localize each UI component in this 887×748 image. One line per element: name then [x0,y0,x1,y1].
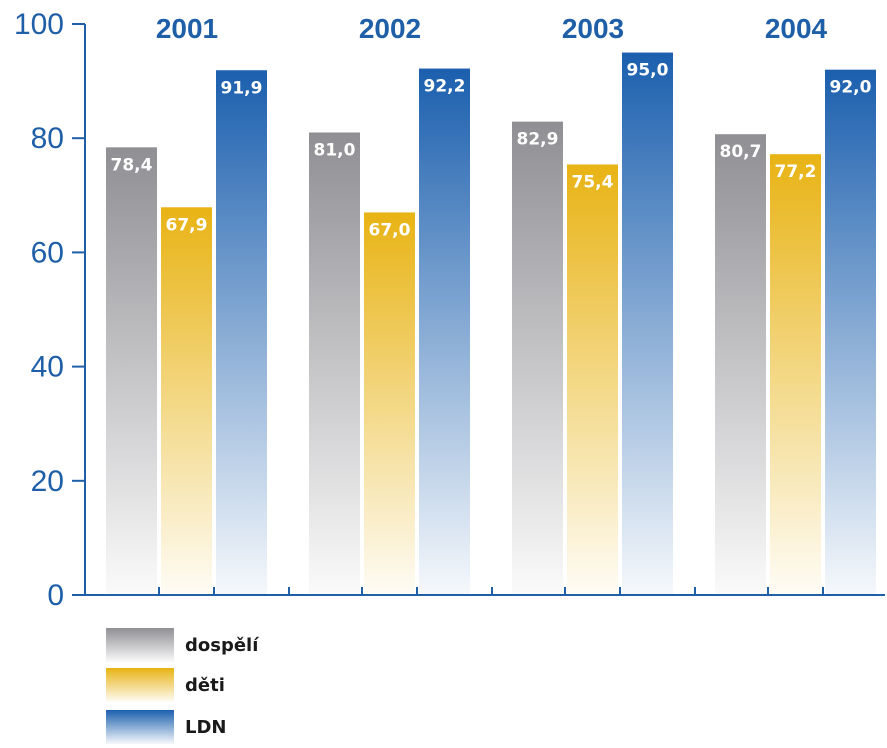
bar-2001-1 [161,207,212,595]
group-label-2001: 2001 [156,13,218,44]
legend-label: děti [185,675,225,696]
bar-value-label: 92,2 [424,77,466,97]
bar-value-label: 80,7 [720,142,762,162]
bar-2004-0 [715,134,766,595]
legend-swatch [106,628,174,662]
bar-2002-0 [309,132,360,596]
bar-2003-1 [567,164,618,595]
group-label-2002: 2002 [359,13,421,44]
bar-2003-0 [512,121,563,596]
y-tick-label: 60 [31,236,64,269]
bar-value-label: 67,0 [369,220,411,240]
legend-swatch [106,668,174,702]
group-label-2003: 2003 [562,13,624,44]
bar-value-label: 82,9 [517,130,559,150]
bar-2001-2 [216,70,267,596]
bar-2001-0 [106,147,157,595]
bar-value-label: 67,9 [166,215,208,235]
bar-value-label: 81,0 [314,140,356,160]
label-layer: 78,4 67,9 91,9 2001 81,0 67,0 92,2 2002 82,9 75,4… [111,13,872,240]
bar-value-label: 95,0 [627,61,669,81]
y-tick-label: 0 [47,579,64,612]
bar-value-label: 78,4 [111,155,153,175]
legend: dospělí děti LDN [106,628,259,744]
group-label-2004: 2004 [765,13,828,44]
legend-label: dospělí [185,635,259,656]
bar-2002-1 [364,212,415,595]
bar-2004-1 [770,154,821,596]
y-tick-label: 80 [31,122,64,155]
legend-label: LDN [185,717,226,738]
bar-2002-2 [419,68,470,595]
bar-2004-2 [825,69,876,596]
bar-layer [106,52,876,596]
y-tick-label: 40 [31,351,64,384]
bar-2003-2 [622,52,673,596]
y-tick-label: 20 [31,465,64,498]
bar-value-label: 75,4 [572,172,614,192]
legend-swatch [106,710,174,744]
y-tick-label: 100 [14,8,64,41]
bar-value-label: 92,0 [830,78,872,98]
bar-value-label: 91,9 [221,78,263,98]
bar-value-label: 77,2 [775,162,817,182]
